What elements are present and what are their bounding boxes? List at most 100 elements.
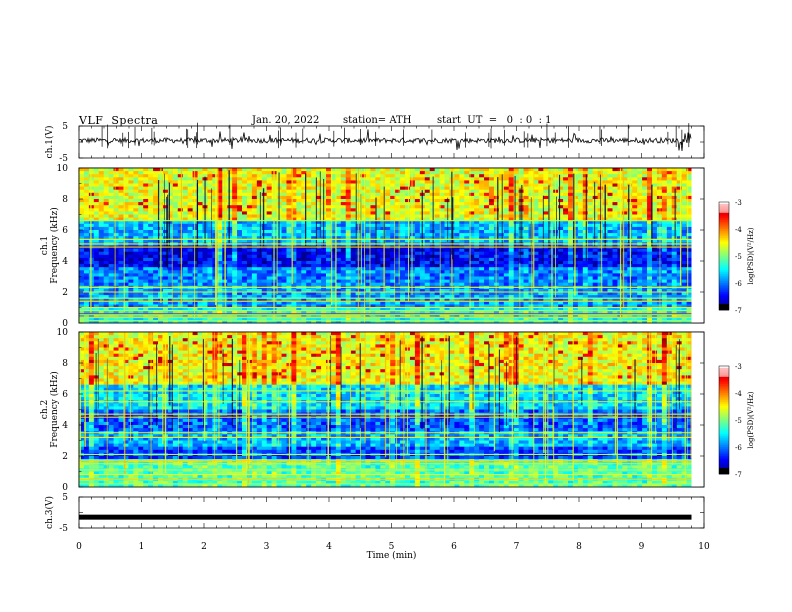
ch1-spectrogram-cell	[508, 254, 515, 259]
ch1-spectrogram-cell	[395, 267, 401, 271]
ch1-spectrogram-cell	[612, 199, 618, 203]
ch1-spectrogram-cell	[548, 208, 554, 212]
ch1-spectrogram-cell	[325, 168, 332, 172]
ch1-spectrogram-cell	[128, 239, 134, 243]
ch1-spectrogram-cell	[572, 174, 579, 178]
ch1-spectrogram-cell	[177, 223, 184, 228]
ch1-spectrogram-cell	[256, 168, 263, 172]
ch1-spectrogram-cell	[390, 264, 396, 268]
ch1-spectrogram-cell	[577, 230, 584, 234]
ch1-spectrogram-cell	[405, 183, 411, 187]
ch1-spectrogram-cell	[227, 279, 233, 284]
ch1-spectrogram-cell	[543, 267, 549, 271]
ch1-spectrogram-cell	[676, 195, 683, 200]
ch1-spectrogram-cell	[533, 192, 539, 197]
ch1-spectrogram-cell	[656, 180, 663, 184]
ch1-spectrogram-cell	[395, 174, 401, 178]
ch1-spectrogram-cell	[503, 248, 510, 253]
ch1-spectrogram-cell	[227, 186, 233, 191]
ch1-spectrogram-cell	[498, 264, 505, 268]
ch1-spectrogram-cell	[498, 254, 505, 259]
ch1-spectrogram-cell	[538, 276, 544, 280]
ch1-spectrogram-cell	[488, 199, 495, 203]
ch1-spectrogram-cell	[172, 267, 179, 271]
ch1-spectrogram-cell	[98, 230, 105, 234]
ch1-spectrogram-cell	[162, 264, 169, 268]
ch1-spectrogram-cell	[681, 273, 687, 277]
ch1-spectrogram-cell	[182, 279, 189, 284]
ch1-spectrogram-cell	[592, 270, 599, 274]
ch1-spectrogram-cell	[207, 199, 213, 203]
ch1-spectrogram-cell	[192, 276, 198, 280]
ch1-spectrogram-cell	[266, 174, 273, 178]
ch1-spectrogram-cell	[405, 171, 411, 175]
ch1-spectrogram-cell	[429, 264, 436, 268]
ch1-spectrogram-cell	[568, 177, 574, 181]
ch1-spectrogram-cell	[434, 192, 440, 197]
ch1-spectrogram-cell	[587, 214, 594, 218]
ch1-spectrogram-cell	[316, 276, 322, 280]
ch1-spectrogram-cell	[306, 279, 312, 284]
ch1-spectrogram-cell	[671, 223, 678, 228]
ch1-spectrogram-cell	[187, 257, 194, 262]
ch1-spectrogram-cell	[118, 177, 124, 181]
ch1-spectrogram-cell	[395, 217, 401, 222]
ch1-spectrogram-cell	[261, 174, 268, 178]
ch1-spectrogram-cell	[370, 273, 376, 277]
ch1-spectrogram-cell	[622, 230, 628, 234]
ch1-spectrogram-cell	[365, 226, 371, 231]
ch1-spectrogram-cell	[237, 195, 243, 200]
ch1-spectrogram-cell	[518, 236, 524, 240]
ch1-spectrogram-cell	[103, 171, 110, 175]
ch1-spectrogram-cell	[676, 251, 683, 256]
ch1-spectrogram-cell	[612, 177, 618, 181]
ch1-spectrogram-cell	[607, 202, 613, 206]
ch1-spectrogram-cell	[325, 239, 332, 243]
ch1-spectrogram-cell	[251, 230, 258, 234]
ch1-spectrogram-cell	[172, 214, 179, 218]
ch1-spectrogram-cell	[503, 171, 510, 175]
ch1-spectrogram-cell	[296, 180, 302, 184]
ch1-spectrogram-cell	[651, 208, 658, 212]
ch1-spectrogram-cell	[370, 199, 376, 203]
ch1-spectrogram-cell	[543, 226, 549, 231]
ch1-spectrogram-cell	[266, 180, 273, 184]
ch1-spectrogram-cell	[651, 251, 658, 256]
ch1-spectrogram-cell	[365, 257, 371, 262]
ch1-spectrogram-cell	[197, 261, 203, 265]
ch1-spectrogram-cell	[375, 261, 381, 265]
ch1-spectrogram-cell	[330, 192, 337, 197]
ch1-spectrogram-cell	[632, 186, 638, 191]
ch1-spectrogram-cell	[390, 168, 396, 172]
ch1-spectrogram-cell	[666, 251, 673, 256]
ch1-spectrogram-cell	[439, 257, 445, 262]
ch1-spectrogram-cell	[484, 254, 490, 259]
ch1-spectrogram-cell	[98, 251, 105, 256]
ch1-spectrogram-cell	[513, 273, 520, 277]
ch1-spectrogram-cell	[390, 233, 396, 237]
ch1-spectrogram-cell	[266, 257, 273, 262]
ch1-spectrogram-cell	[676, 217, 683, 222]
ch1-spectrogram-cell	[563, 251, 569, 256]
ch1-spectrogram-cell	[493, 199, 500, 203]
ch1-spectrogram-cell	[98, 220, 105, 225]
ch1-spectrogram-cell	[424, 276, 431, 280]
ch1-spectrogram-cell	[607, 264, 613, 268]
ch1-spectrogram-cell	[113, 211, 119, 215]
ch1-spectrogram-cell	[187, 205, 194, 209]
ch1-spectrogram-cell	[508, 233, 515, 237]
ch1-spectrogram-cell	[444, 189, 450, 194]
ch1-spectrogram-cell	[380, 251, 386, 256]
x-tick-label: 2	[201, 542, 207, 552]
ch1-spectrogram-cell	[612, 276, 618, 280]
ch1-spectrogram-cell	[577, 248, 584, 253]
ch1-spectrogram-cell	[316, 186, 322, 191]
ch1-spectrogram-cell	[261, 202, 268, 206]
ch1-spectrogram-cell	[177, 177, 184, 181]
ch1-spectrogram-cell	[306, 248, 312, 253]
ch1-spectrogram-cell	[345, 239, 352, 243]
ch1-spectrogram-cell	[523, 186, 529, 191]
ch1-spectrogram-cell	[518, 223, 524, 228]
ch1-spectrogram-cell	[311, 236, 317, 240]
ch1-spectrogram-cell	[647, 171, 653, 175]
